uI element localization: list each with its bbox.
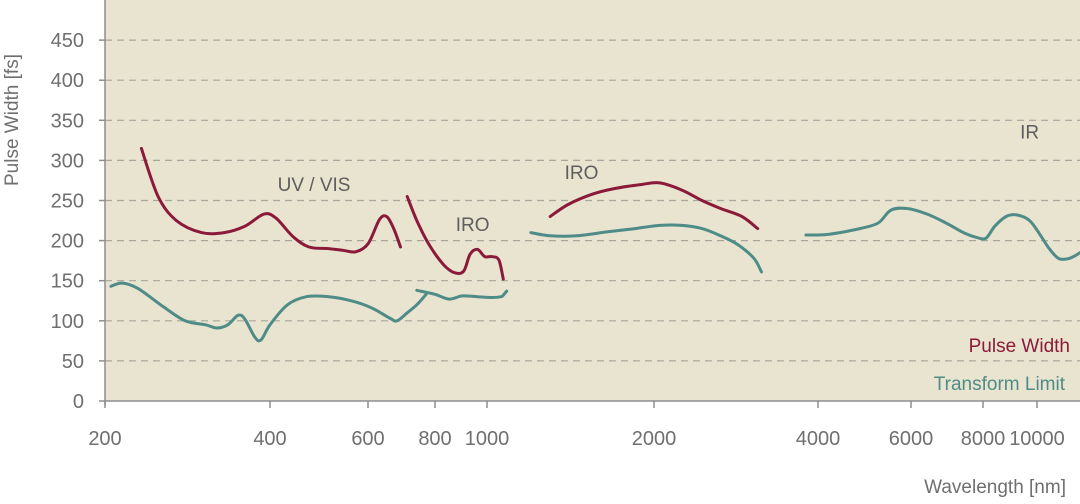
x-tick-label: 1000 bbox=[465, 428, 510, 450]
pulse-width-line-uv-vis bbox=[139, 146, 402, 254]
x-tick-label: 10000 bbox=[1009, 428, 1065, 450]
gridlines bbox=[105, 39, 1080, 362]
annotations: UV / VIS IRO IRO IR bbox=[278, 123, 1039, 236]
y-axis-title: Pulse Width [fs] bbox=[2, 54, 23, 186]
y-tick-label: 450 bbox=[51, 30, 84, 52]
x-tick-label: 600 bbox=[351, 428, 384, 450]
series-group bbox=[109, 146, 1080, 343]
transform-limit-line-iro bbox=[415, 288, 509, 301]
y-tick-label: 300 bbox=[51, 150, 84, 172]
y-tick-label: 350 bbox=[51, 110, 84, 132]
legend-transform-limit: Transform Limit bbox=[934, 374, 1066, 395]
y-tick-label: 200 bbox=[51, 231, 84, 253]
tick-labels: 0 50 100 150 200 250 300 350 400 450 200 400 600 800 1… bbox=[51, 30, 1065, 450]
transform-limit-line-uv-vis bbox=[109, 281, 428, 343]
pulse-width-line-iro bbox=[548, 181, 760, 231]
x-tick-label: 800 bbox=[418, 428, 451, 450]
axes bbox=[99, 0, 1080, 408]
transform-limit-line-iro bbox=[529, 223, 763, 274]
y-tick-label: 50 bbox=[62, 351, 84, 373]
region-label: IR bbox=[1020, 123, 1039, 144]
y-tick-label: 400 bbox=[51, 70, 84, 92]
region-label: IRO bbox=[456, 215, 490, 236]
x-tick-label: 8000 bbox=[961, 428, 1006, 450]
x-tick-label: 400 bbox=[253, 428, 286, 450]
x-tick-label: 200 bbox=[88, 428, 121, 450]
region-label: UV / VIS bbox=[278, 175, 351, 196]
legend-pulse-width: Pulse Width bbox=[969, 336, 1070, 357]
x-axis-title: Wavelength [nm] bbox=[924, 477, 1066, 498]
y-tick-label: 100 bbox=[51, 311, 84, 333]
pulse-width-line-iro bbox=[405, 195, 505, 281]
x-tick-label: 2000 bbox=[632, 428, 677, 450]
y-tick-label: 150 bbox=[51, 271, 84, 293]
transform-limit-line-ir bbox=[804, 206, 1080, 261]
y-tick-label: 0 bbox=[73, 391, 84, 413]
x-tick-label: 4000 bbox=[796, 428, 841, 450]
x-tick-label: 6000 bbox=[889, 428, 934, 450]
y-tick-label: 250 bbox=[51, 191, 84, 213]
region-label: IRO bbox=[565, 163, 599, 184]
